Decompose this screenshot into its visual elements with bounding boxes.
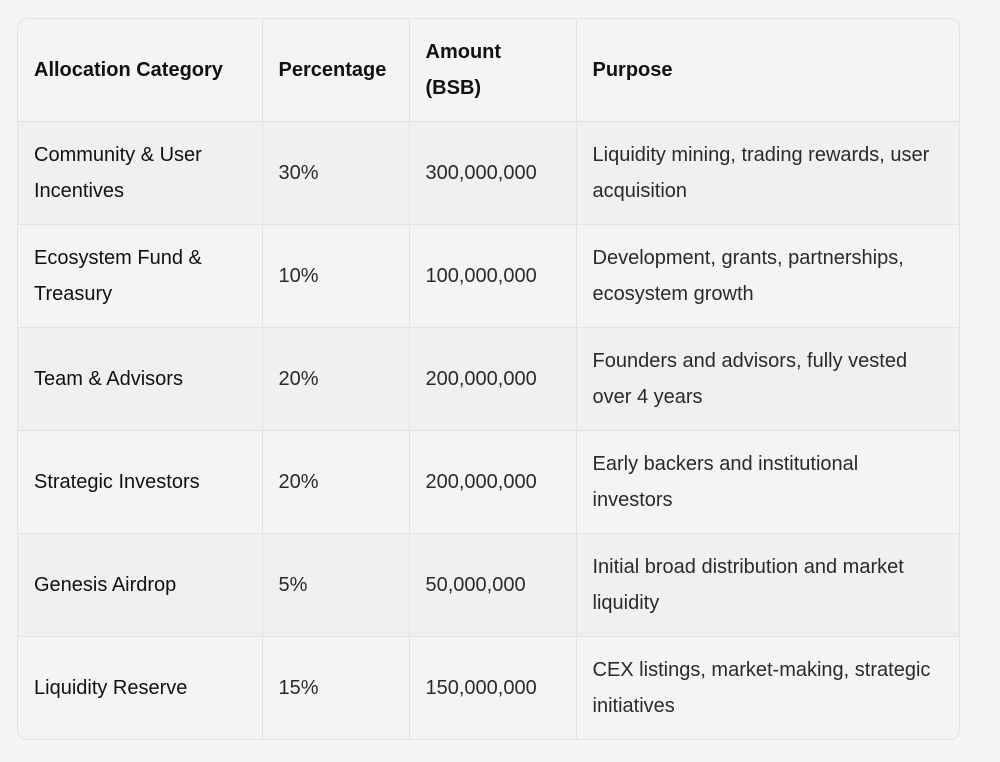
table-header: Allocation Category Percentage Amount (B…: [18, 19, 959, 122]
cell-amount: 200,000,000: [409, 430, 577, 534]
cell-amount: 300,000,000: [409, 121, 577, 225]
table-row: Community & User Incentives 30% 300,000,…: [18, 121, 959, 225]
cell-percentage: 10%: [262, 224, 410, 328]
allocation-table-container: Allocation Category Percentage Amount (B…: [17, 18, 960, 740]
cell-category: Ecosystem Fund & Treasury: [18, 224, 263, 328]
table-row: Team & Advisors 20% 200,000,000 Founders…: [18, 327, 959, 431]
cell-percentage: 20%: [262, 430, 410, 534]
cell-percentage: 30%: [262, 121, 410, 225]
cell-purpose: Founders and advisors, fully vested over…: [576, 327, 959, 431]
table-row: Strategic Investors 20% 200,000,000 Earl…: [18, 430, 959, 534]
cell-amount: 100,000,000: [409, 224, 577, 328]
allocation-table: Allocation Category Percentage Amount (B…: [18, 19, 959, 739]
cell-amount: 200,000,000: [409, 327, 577, 431]
cell-category: Team & Advisors: [18, 327, 263, 431]
header-amount: Amount (BSB): [409, 19, 577, 122]
cell-category: Genesis Airdrop: [18, 533, 263, 637]
table-row: Ecosystem Fund & Treasury 10% 100,000,00…: [18, 224, 959, 328]
cell-amount: 150,000,000: [409, 636, 577, 739]
cell-purpose: Development, grants, partnerships, ecosy…: [576, 224, 959, 328]
table-header-row: Allocation Category Percentage Amount (B…: [18, 19, 959, 122]
table-row: Liquidity Reserve 15% 150,000,000 CEX li…: [18, 636, 959, 739]
header-purpose: Purpose: [576, 19, 959, 122]
cell-amount: 50,000,000: [409, 533, 577, 637]
table-body: Community & User Incentives 30% 300,000,…: [18, 121, 959, 739]
cell-purpose: Early backers and institutional investor…: [576, 430, 959, 534]
cell-category: Liquidity Reserve: [18, 636, 263, 739]
cell-purpose: CEX listings, market-making, strategic i…: [576, 636, 959, 739]
header-percentage: Percentage: [262, 19, 410, 122]
cell-purpose: Liquidity mining, trading rewards, user …: [576, 121, 959, 225]
cell-category: Strategic Investors: [18, 430, 263, 534]
cell-percentage: 15%: [262, 636, 410, 739]
cell-purpose: Initial broad distribution and market li…: [576, 533, 959, 637]
header-allocation-category: Allocation Category: [18, 19, 263, 122]
cell-percentage: 20%: [262, 327, 410, 431]
table-row: Genesis Airdrop 5% 50,000,000 Initial br…: [18, 533, 959, 637]
cell-category: Community & User Incentives: [18, 121, 263, 225]
cell-percentage: 5%: [262, 533, 410, 637]
